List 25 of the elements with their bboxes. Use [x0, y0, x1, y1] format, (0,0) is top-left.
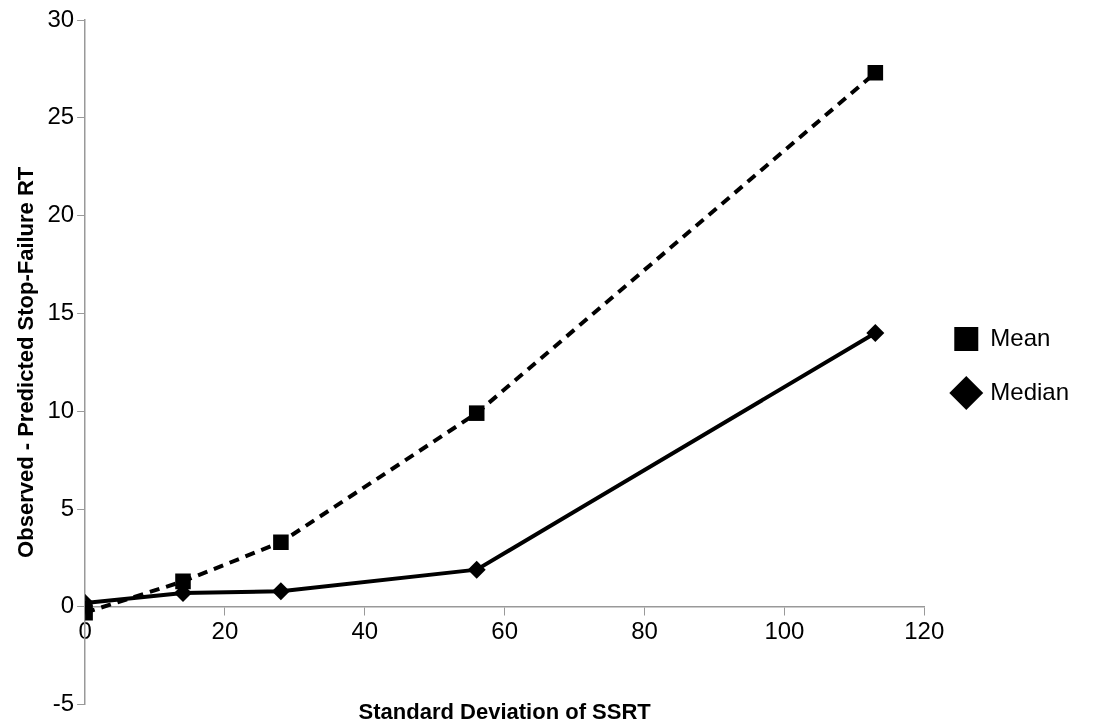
y-tick-label: 20: [47, 200, 75, 228]
y-tick-label: 25: [47, 102, 75, 130]
legend-label: Mean: [990, 323, 1051, 351]
point: [468, 405, 485, 421]
y-axis-title: Observed - Predicted Stop-Failure RT: [13, 166, 39, 558]
y-tick-label: 15: [47, 298, 75, 326]
x-tick-label: 120: [904, 616, 945, 644]
y-tick-label: 5: [60, 493, 75, 521]
point: [467, 560, 486, 579]
point: [273, 534, 289, 551]
x-tick-label: 40: [351, 616, 379, 644]
x-tick-label: 100: [764, 616, 805, 644]
x-tick-label: 80: [631, 616, 658, 644]
legend-label: Median: [990, 377, 1069, 405]
point: [867, 65, 884, 81]
point: [175, 573, 191, 590]
y-tick-label: 10: [47, 395, 75, 423]
y-tick-label: 0: [60, 591, 75, 619]
point: [866, 323, 885, 342]
y-tick-label: 30: [47, 4, 75, 32]
x-tick-label: 20: [211, 616, 239, 644]
point: [271, 582, 290, 601]
x-tick-label: 60: [491, 616, 519, 644]
y-tick-label: -5: [52, 689, 75, 717]
x-axis-title: Standard Deviation of SSRT: [358, 698, 652, 722]
